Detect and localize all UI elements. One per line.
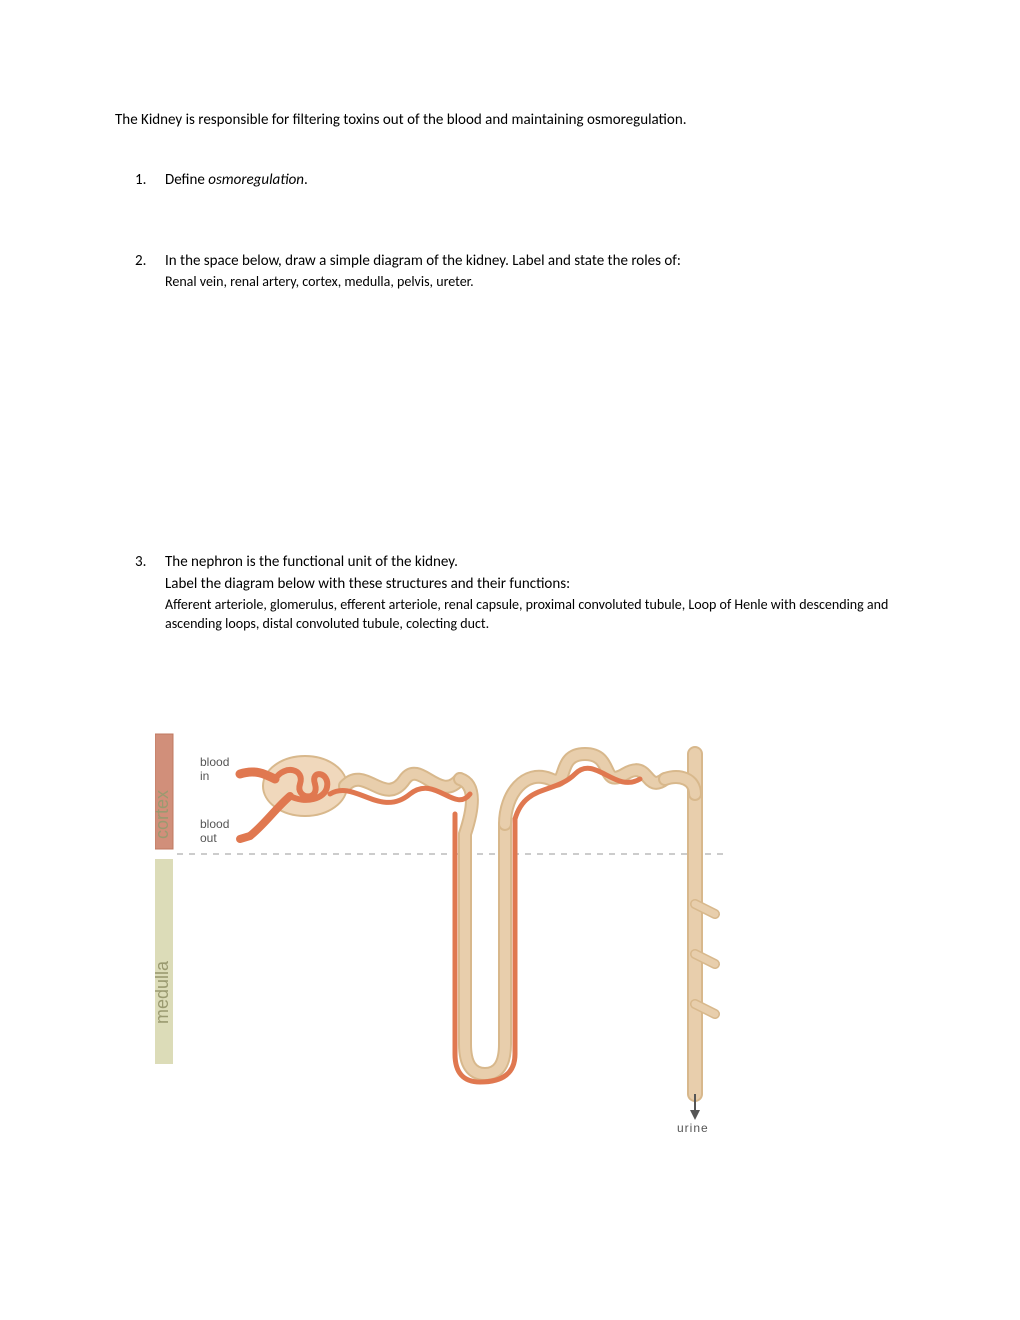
svg-text:out: out: [200, 831, 217, 845]
question-3: 3. The nephron is the functional unit of…: [165, 552, 905, 634]
question-list: 1. Define osmoregulation. 2. In the spac…: [115, 170, 905, 634]
svg-text:blood: blood: [200, 817, 229, 831]
question-2: 2. In the space below, draw a simple dia…: [165, 251, 905, 512]
question-1: 1. Define osmoregulation.: [165, 170, 905, 190]
svg-text:medulla: medulla: [155, 960, 172, 1024]
q3-line2: Label the diagram below with these struc…: [165, 574, 905, 594]
q1-text-post: .: [304, 171, 308, 189]
svg-text:cortex: cortex: [155, 790, 172, 839]
q2-drawing-space: [165, 292, 905, 512]
q3-number: 3.: [135, 552, 146, 572]
intro-text: The Kidney is responsible for filtering …: [115, 110, 905, 130]
q1-number: 1.: [135, 170, 146, 190]
svg-text:blood: blood: [200, 755, 229, 769]
q3-sub: Afferent arteriole, glomerulus, efferent…: [165, 596, 905, 634]
q2-main: In the space below, draw a simple diagra…: [165, 251, 905, 271]
svg-text:urine: urine: [677, 1121, 709, 1134]
q1-text-pre: Define: [165, 171, 208, 189]
q3-line1: The nephron is the functional unit of th…: [165, 552, 905, 572]
q2-number: 2.: [135, 251, 146, 271]
nephron-diagram: cortexmedullabloodinbloodouturine: [155, 724, 745, 1134]
q2-sub: Renal vein, renal artery, cortex, medull…: [165, 273, 905, 292]
q1-term: osmoregulation: [208, 171, 304, 189]
svg-text:in: in: [200, 769, 209, 783]
